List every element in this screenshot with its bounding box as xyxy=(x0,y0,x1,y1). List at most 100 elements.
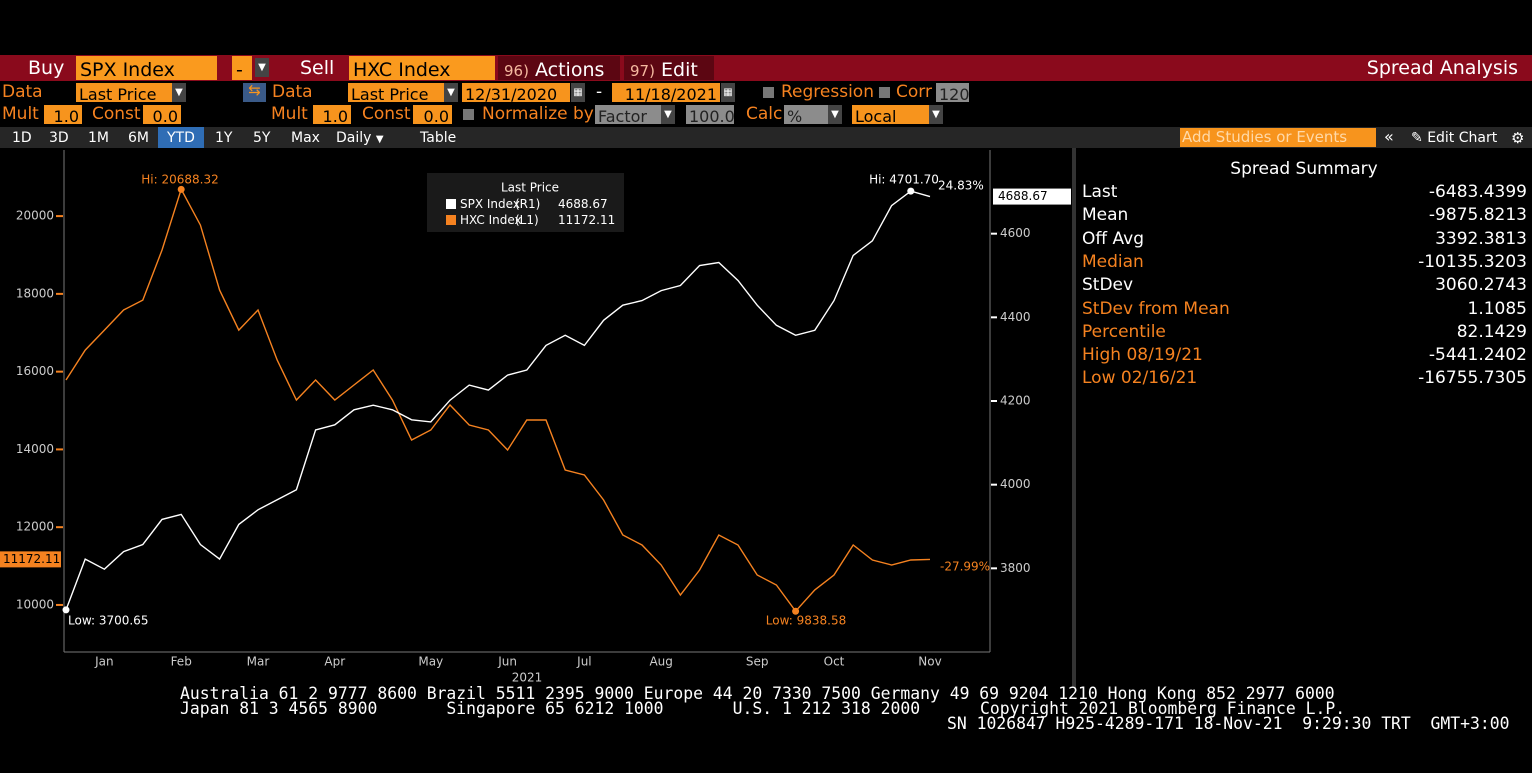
frequency-select[interactable]: Daily ▼ xyxy=(336,131,384,145)
x-tick-label: Jan xyxy=(94,655,114,669)
period-bar xyxy=(0,127,1532,148)
extreme-marker xyxy=(907,187,915,195)
sell-ticker[interactable]: HXC Index xyxy=(349,56,495,81)
period-button[interactable]: Max xyxy=(291,130,320,146)
actions-label: Actions xyxy=(535,59,605,81)
dropdown-arrow[interactable]: ▼ xyxy=(828,105,842,124)
summary-label: Median xyxy=(1082,251,1144,272)
mult-input[interactable]: 1.0 xyxy=(44,105,82,126)
mult-label: Mult xyxy=(271,104,308,124)
period-highlight xyxy=(158,127,204,148)
x-tick-label: Feb xyxy=(171,655,192,669)
summary-value: -5441.2402 xyxy=(1428,345,1527,366)
date-dash: - xyxy=(596,82,603,102)
x-tick-label: Oct xyxy=(824,655,845,669)
frequency-label: Daily xyxy=(336,130,372,146)
x-tick-label: Nov xyxy=(918,655,941,669)
regression-checkbox[interactable] xyxy=(763,87,774,98)
period-button[interactable]: 5Y xyxy=(253,130,271,146)
calc-label: Calc xyxy=(746,104,783,124)
const-input[interactable]: 0.0 xyxy=(413,105,452,126)
start-date[interactable]: 12/31/2020 xyxy=(462,83,570,104)
dropdown-arrow[interactable]: ▼ xyxy=(661,105,675,124)
summary-value: -16755.7305 xyxy=(1418,368,1527,389)
settings-icon[interactable]: ⚙ xyxy=(1511,129,1525,147)
legend-title: Last Price xyxy=(501,181,559,195)
x-tick-label: Apr xyxy=(324,655,345,669)
edit-chart-button[interactable]: ✎ Edit Chart xyxy=(1411,131,1497,145)
summary-value: 3060.2743 xyxy=(1435,275,1527,296)
calc-select[interactable]: % xyxy=(784,105,828,126)
dropdown-arrow[interactable]: ▼ xyxy=(929,105,943,124)
period-button[interactable]: YTD xyxy=(167,130,195,146)
regression-label: Regression xyxy=(781,82,874,102)
extreme-marker xyxy=(792,607,800,615)
actions-number: 96) xyxy=(504,62,529,80)
x-tick-label: Aug xyxy=(649,655,672,669)
period-button[interactable]: 6M xyxy=(128,130,149,146)
x-tick-label: Mar xyxy=(247,655,270,669)
calendar-icon[interactable]: ▦ xyxy=(571,83,585,102)
buy-ticker[interactable]: SPX Index xyxy=(76,56,217,81)
edit-menu[interactable]: 97) Edit ▼ xyxy=(624,56,714,101)
dropdown-arrow[interactable]: ▼ xyxy=(255,58,269,77)
footer-line: SN 1026847 H925-4289-171 18-Nov-21 9:29:… xyxy=(947,714,1510,733)
sell-label: Sell xyxy=(300,57,335,79)
end-date[interactable]: 11/18/2021 xyxy=(612,83,720,104)
summary-label: Percentile xyxy=(1082,321,1166,342)
local-select[interactable]: Local xyxy=(852,105,929,126)
summary-title: Spread Summary xyxy=(1230,159,1378,179)
summary-value: -9875.8213 xyxy=(1428,205,1527,226)
period-button[interactable]: 1Y xyxy=(215,130,233,146)
dropdown-arrow[interactable]: ▼ xyxy=(444,83,458,102)
mult-label: Mult xyxy=(2,104,39,124)
edit-label: Edit xyxy=(661,59,698,81)
period-button[interactable]: 1D xyxy=(12,130,32,146)
footer-line: Australia 61 2 9777 8600 Brazil 5511 239… xyxy=(180,684,1335,703)
y2-tick-label: 4400 xyxy=(1000,310,1031,324)
last-value-box xyxy=(993,188,1071,205)
data-label: Data xyxy=(2,82,43,102)
y-tick-label: 18000 xyxy=(16,286,54,300)
const-input[interactable]: 0.0 xyxy=(143,105,181,126)
factor-select[interactable]: Factor xyxy=(595,105,661,126)
y-tick-label: 20000 xyxy=(16,209,54,223)
field-select[interactable]: Last Price xyxy=(348,83,444,104)
const-label: Const xyxy=(362,104,411,124)
edit-number: 97) xyxy=(630,62,655,80)
period-button[interactable]: 1M xyxy=(88,130,109,146)
factor-input[interactable]: 100.0 xyxy=(686,105,735,126)
field-select[interactable]: Last Price xyxy=(76,83,172,104)
summary-value: -10135.3203 xyxy=(1418,251,1527,272)
summary-value: 82.1429 xyxy=(1456,321,1527,342)
dropdown-arrow[interactable]: ▼ xyxy=(172,83,186,102)
table-button[interactable]: Table xyxy=(420,130,457,146)
summary-label: Low 02/16/21 xyxy=(1082,368,1198,389)
calendar-icon[interactable]: ▦ xyxy=(721,83,735,102)
minus-button[interactable]: - xyxy=(232,56,252,81)
normalize-checkbox[interactable] xyxy=(463,109,474,120)
collapse-button[interactable]: « xyxy=(1384,127,1394,146)
x-tick-label: Jun xyxy=(497,655,517,669)
summary-label: StDev xyxy=(1082,275,1134,296)
swap-icon[interactable]: ⇆ xyxy=(243,83,266,102)
footer-line: Japan 81 3 4565 8900 Singapore 65 6212 1… xyxy=(180,699,921,718)
mult-input[interactable]: 1.0 xyxy=(313,105,351,126)
summary-label: StDev from Mean xyxy=(1082,298,1230,319)
y-tick-label: 16000 xyxy=(16,364,54,378)
y-tick-label: 12000 xyxy=(16,520,54,534)
x-tick-label: Sep xyxy=(746,655,769,669)
y-tick-label: 10000 xyxy=(16,597,54,611)
add-studies-input[interactable]: Add Studies or Events xyxy=(1180,128,1376,147)
legend-box xyxy=(427,173,624,232)
summary-value: 1.1085 xyxy=(1467,298,1527,319)
y-tick-label: 14000 xyxy=(16,442,54,456)
legend-swatch xyxy=(446,215,456,225)
x-tick-label: May xyxy=(418,655,443,669)
divider xyxy=(1072,148,1076,688)
period-button[interactable]: 3D xyxy=(49,130,69,146)
corr-window[interactable]: 120 xyxy=(936,83,970,104)
edit-chart-label: Edit Chart xyxy=(1427,130,1498,146)
corr-checkbox[interactable] xyxy=(879,87,890,98)
